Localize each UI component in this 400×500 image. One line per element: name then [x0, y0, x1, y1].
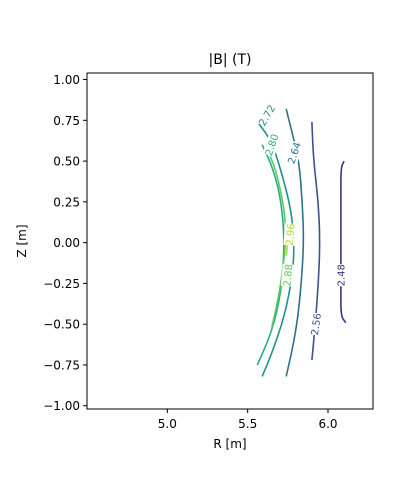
y-tick-label: 1.00	[53, 73, 80, 87]
y-tick-label: −0.75	[43, 358, 80, 372]
y-axis-label: Z [m]	[15, 224, 29, 257]
y-tick-label: −0.50	[43, 318, 80, 332]
axes-frame	[86, 72, 374, 410]
x-tick-label: 5.5	[238, 417, 257, 431]
contour-label-2.96: 2.96	[285, 223, 298, 246]
contour-label-2.48: 2.48	[336, 264, 347, 286]
y-tick-label: 0.50	[53, 155, 80, 169]
contour-label-2.88: 2.88	[282, 264, 295, 287]
contour-label-bg	[285, 140, 304, 166]
contour-label-bg	[256, 102, 278, 128]
plot-area: 2.48 2.56 2.64 2.72 2.80 2.88 2.96 5.0 5.5 6.0 1.0…	[43, 72, 374, 431]
y-tick-label: 0.75	[53, 114, 80, 128]
x-tick-label: 5.0	[158, 417, 177, 431]
y-tick-label: 0.00	[53, 236, 80, 250]
contour-label-bg	[262, 132, 281, 158]
y-tick-label: −1.00	[43, 399, 80, 413]
contour-line-2.48	[340, 160, 347, 324]
x-tick-label: 6.0	[318, 417, 337, 431]
contour-label-bg	[280, 263, 295, 287]
y-tick-label: 0.25	[53, 195, 80, 209]
contour-label-2.80: 2.80	[264, 133, 281, 158]
contour-label-2.72: 2.72	[257, 104, 278, 129]
contour-label-bg	[283, 222, 298, 246]
contour-label-bg	[334, 264, 347, 287]
contour-line-2.56	[311, 121, 321, 361]
contour-label-bg	[308, 312, 324, 336]
contour-label-2.56: 2.56	[310, 313, 324, 337]
y-tick-label: −0.25	[43, 277, 80, 291]
chart-title: |B| (T)	[209, 52, 252, 68]
x-axis-label: R [m]	[213, 437, 246, 451]
contour-label-2.64: 2.64	[287, 141, 304, 166]
